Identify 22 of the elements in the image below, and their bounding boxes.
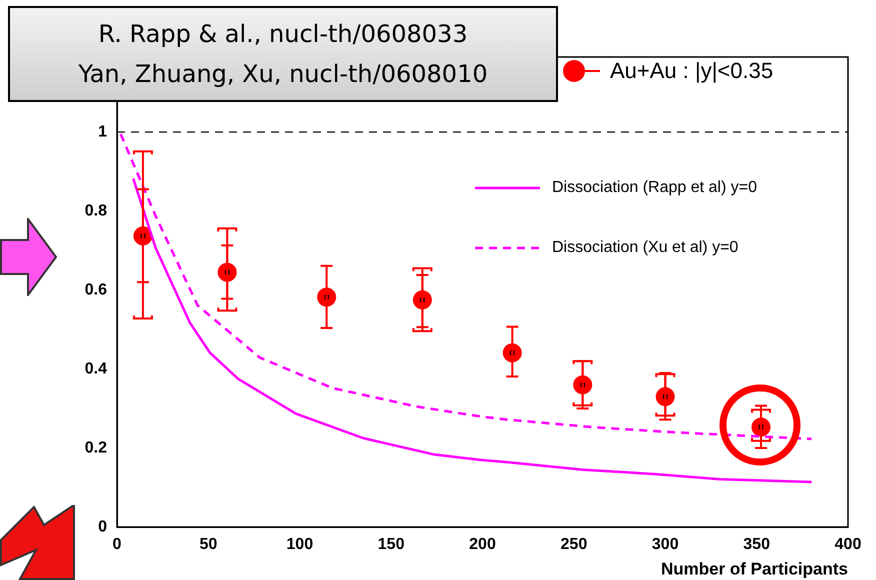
x-tick-label: 50 <box>199 536 218 554</box>
x-tick-label: 200 <box>469 536 496 554</box>
legend-label: Au+Au : |y|<0.35 <box>610 58 774 84</box>
text-box: R. Rapp & al., nucl-th/0608033 Yan, Zhuang, Xu, nucl-th/0608010 <box>8 6 558 102</box>
y-tick-label: 0 <box>98 518 108 536</box>
y-tick-label: 0.8 <box>84 202 108 220</box>
x-tick-label: 400 <box>834 536 862 554</box>
y-tick-label: 1 <box>98 123 108 140</box>
x-tick-label: 300 <box>652 536 679 554</box>
x-tick-label: 150 <box>378 536 405 554</box>
y-tick-label: 0.2 <box>84 439 108 456</box>
legend-label: Dissociation (Xu et al) y=0 <box>552 239 738 257</box>
x-tick-label: 350 <box>743 536 770 554</box>
y-tick-label: 0.4 <box>84 360 108 378</box>
line-series <box>119 132 813 440</box>
annotation: Yan, Zhuang, Xu, nucl-th/0608010 <box>77 59 489 90</box>
x-tick-label: 0 <box>112 536 122 554</box>
legend-label: Dissociation (Rapp et al) y=0 <box>552 179 757 197</box>
y-tick-label: 0.6 <box>84 281 108 298</box>
x-axis-title: Number of Participants <box>660 559 848 578</box>
x-tick-label: 100 <box>286 536 314 554</box>
x-tick-label: 250 <box>560 536 588 554</box>
